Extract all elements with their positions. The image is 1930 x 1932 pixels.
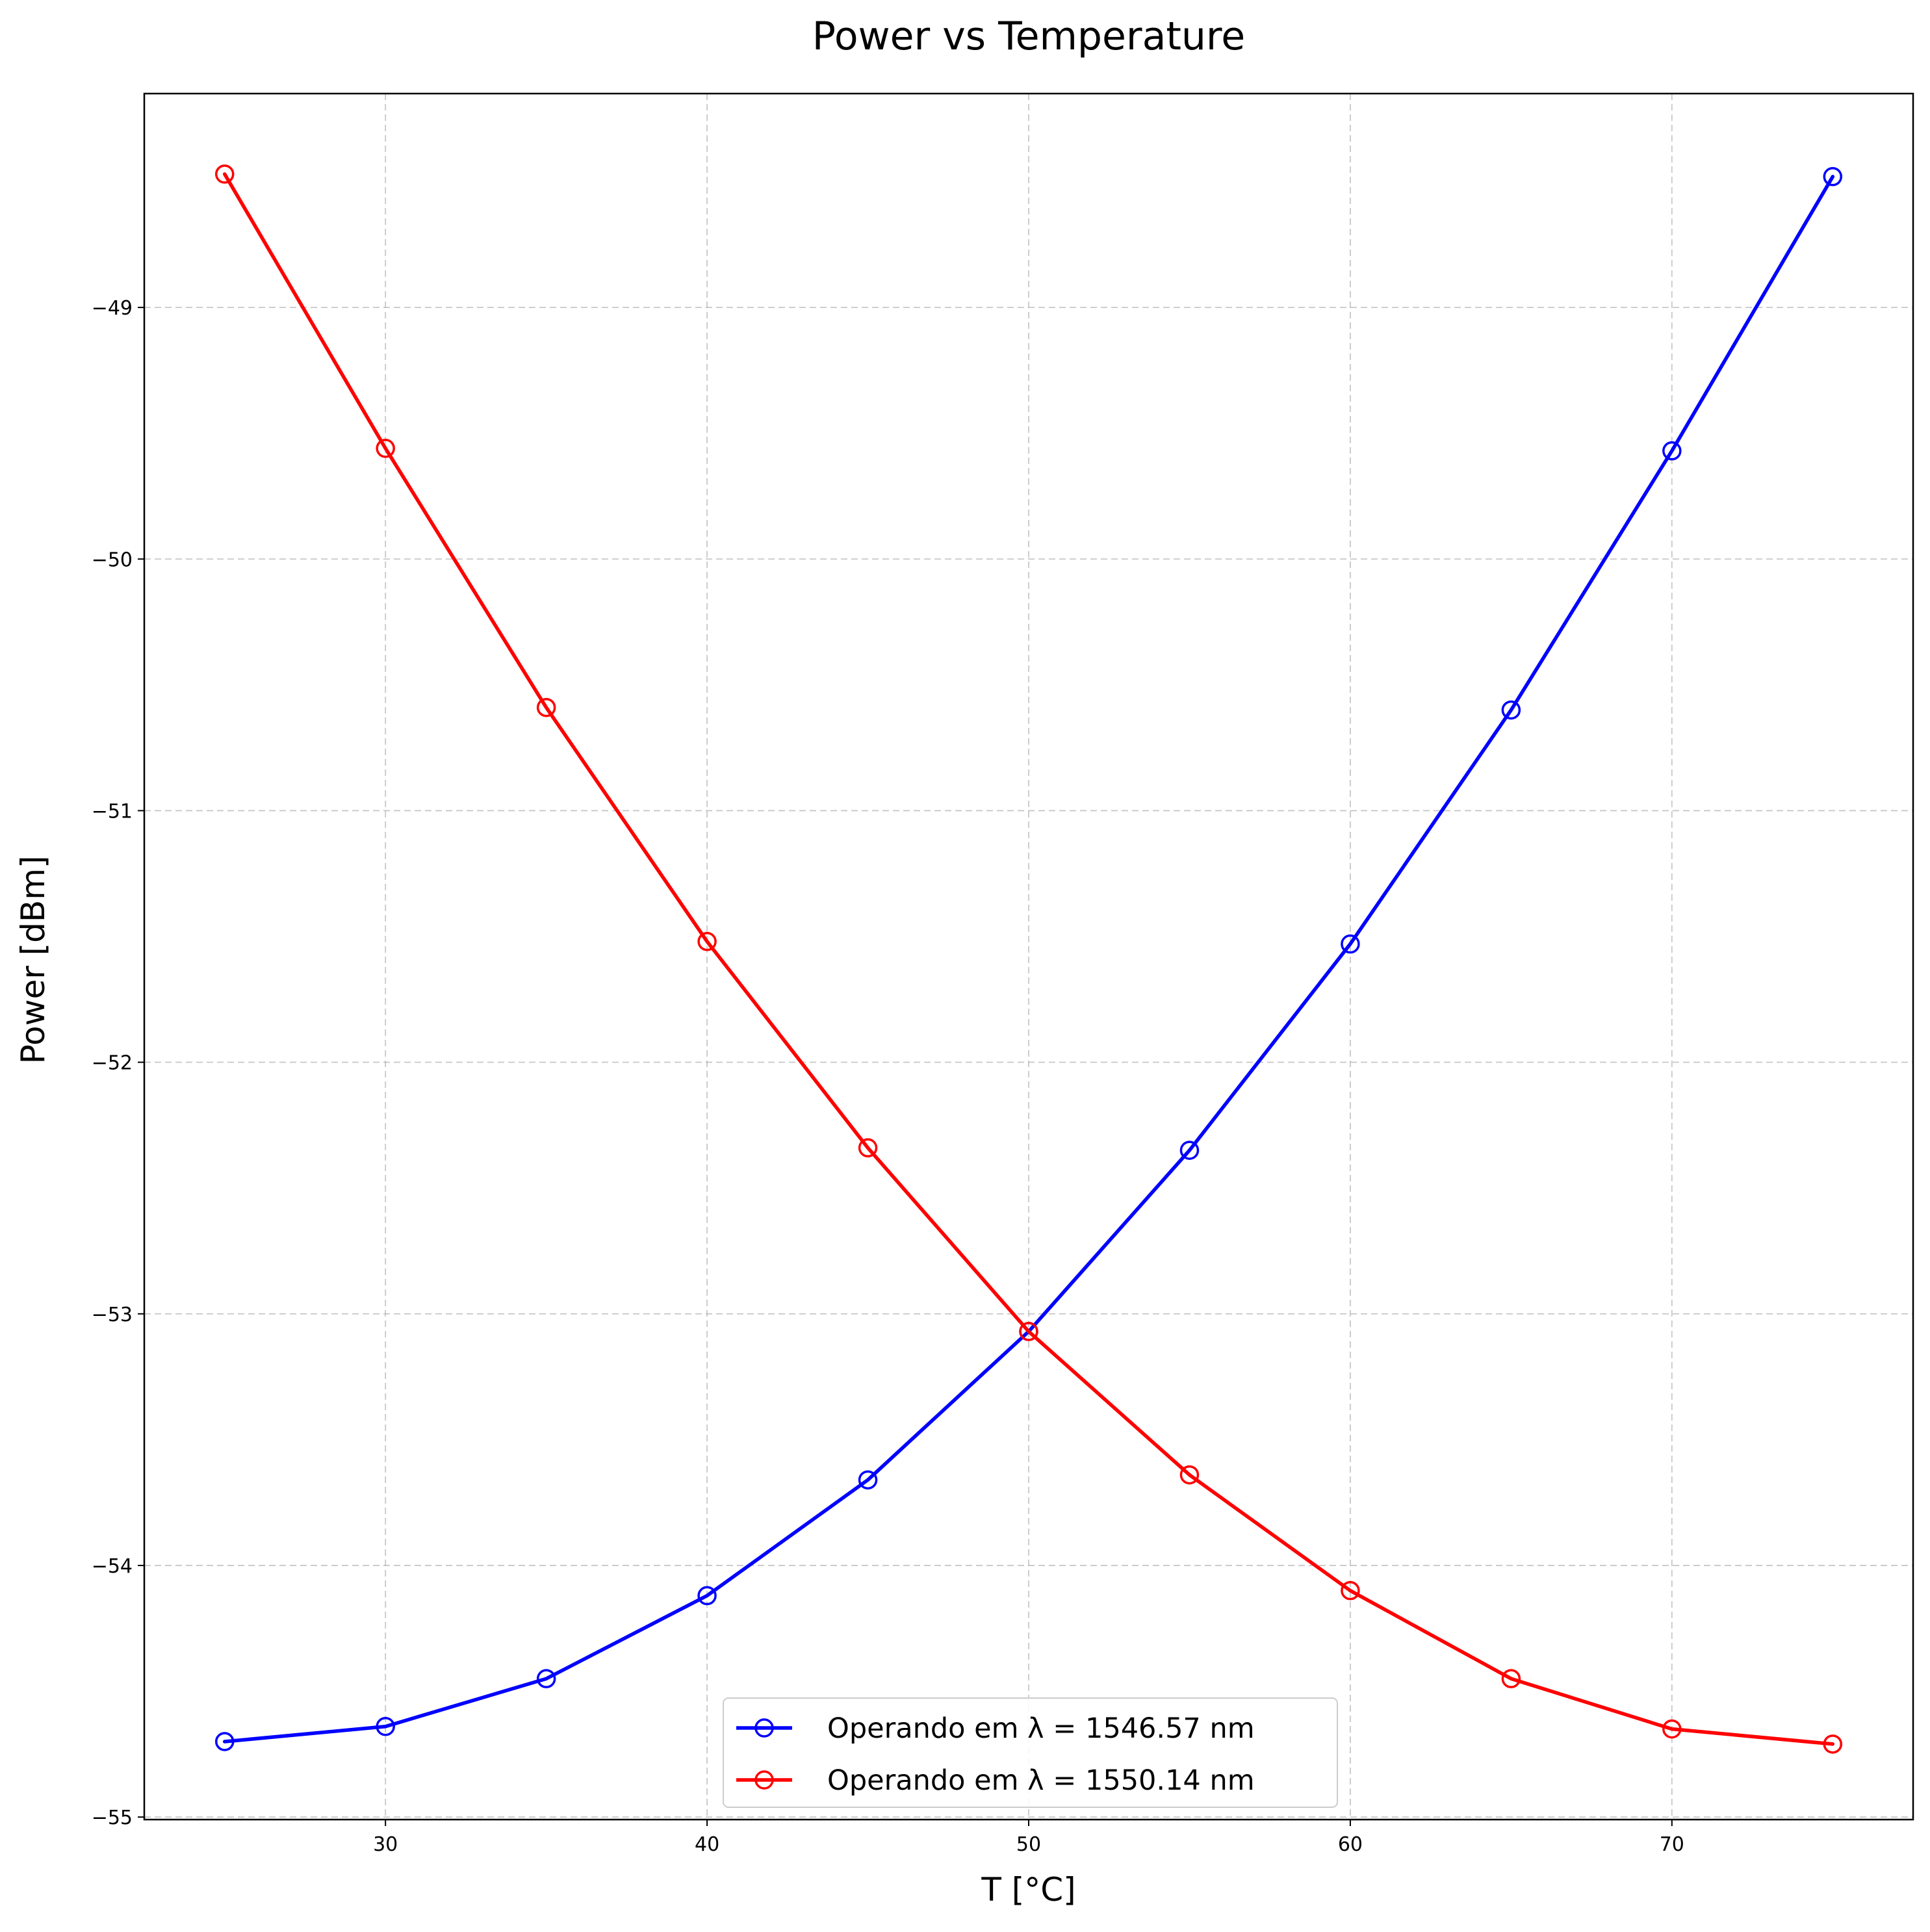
legend-label-2: Operando em λ = 1550.14 nm: [827, 1764, 1255, 1797]
series-2-point: [1823, 1734, 1843, 1754]
legend-box: [723, 1697, 1338, 1808]
series-1-point: [376, 1716, 395, 1736]
x-tick-label: 30: [373, 1833, 398, 1856]
series-1-point: [1501, 700, 1521, 720]
legend: Operando em λ = 1546.57 nm Operando em λ …: [723, 1697, 1338, 1808]
x-tick-label: 70: [1660, 1833, 1684, 1856]
series-2-point: [1501, 1669, 1521, 1688]
series-1-point: [1662, 441, 1682, 461]
series-2-point: [1019, 1322, 1038, 1341]
y-tick-label: −51: [92, 800, 133, 823]
y-tick-label: −53: [92, 1304, 133, 1326]
x-tick-label: 50: [1016, 1833, 1041, 1856]
axis-ticks: 30 40 50 60 70 −49 −50 −51 −52 −53 −54 −55: [92, 297, 1684, 1856]
y-tick-label: −55: [92, 1807, 133, 1829]
series-1-point: [1179, 1140, 1200, 1160]
y-tick-label: −49: [92, 297, 133, 320]
legend-label-1: Operando em λ = 1546.57 nm: [827, 1712, 1255, 1745]
grid: [144, 94, 1913, 1820]
series-1-point: [1823, 167, 1843, 187]
series-1-point: [536, 1669, 556, 1688]
series-1-point: [858, 1470, 878, 1490]
series-2-point: [1662, 1719, 1682, 1739]
chart-title: Power vs Temperature: [812, 14, 1245, 59]
series-2-point: [214, 164, 235, 184]
series-2-point: [1341, 1580, 1360, 1601]
legend-marker-2: [754, 1770, 774, 1790]
series-2-point: [536, 697, 556, 717]
series-1-point: [214, 1732, 235, 1751]
y-tick-label: −54: [92, 1555, 133, 1578]
series-2-point: [858, 1138, 878, 1158]
legend-marker-1: [754, 1718, 774, 1738]
data-series: [214, 164, 1843, 1754]
x-tick-label: 40: [695, 1833, 719, 1856]
x-axis-label: T [°C]: [981, 1871, 1075, 1909]
y-tick-label: −52: [92, 1052, 133, 1075]
series-2-point: [376, 439, 395, 458]
series-1-point: [1341, 934, 1360, 954]
series-line-2: [222, 172, 1835, 1746]
series-2-point: [1179, 1465, 1200, 1485]
y-tick-label: −50: [92, 548, 133, 571]
y-axis-label: Power [dBm]: [14, 856, 52, 1064]
series-2-point: [697, 932, 717, 951]
series-1-point: [697, 1586, 717, 1606]
x-tick-label: 60: [1338, 1833, 1363, 1856]
